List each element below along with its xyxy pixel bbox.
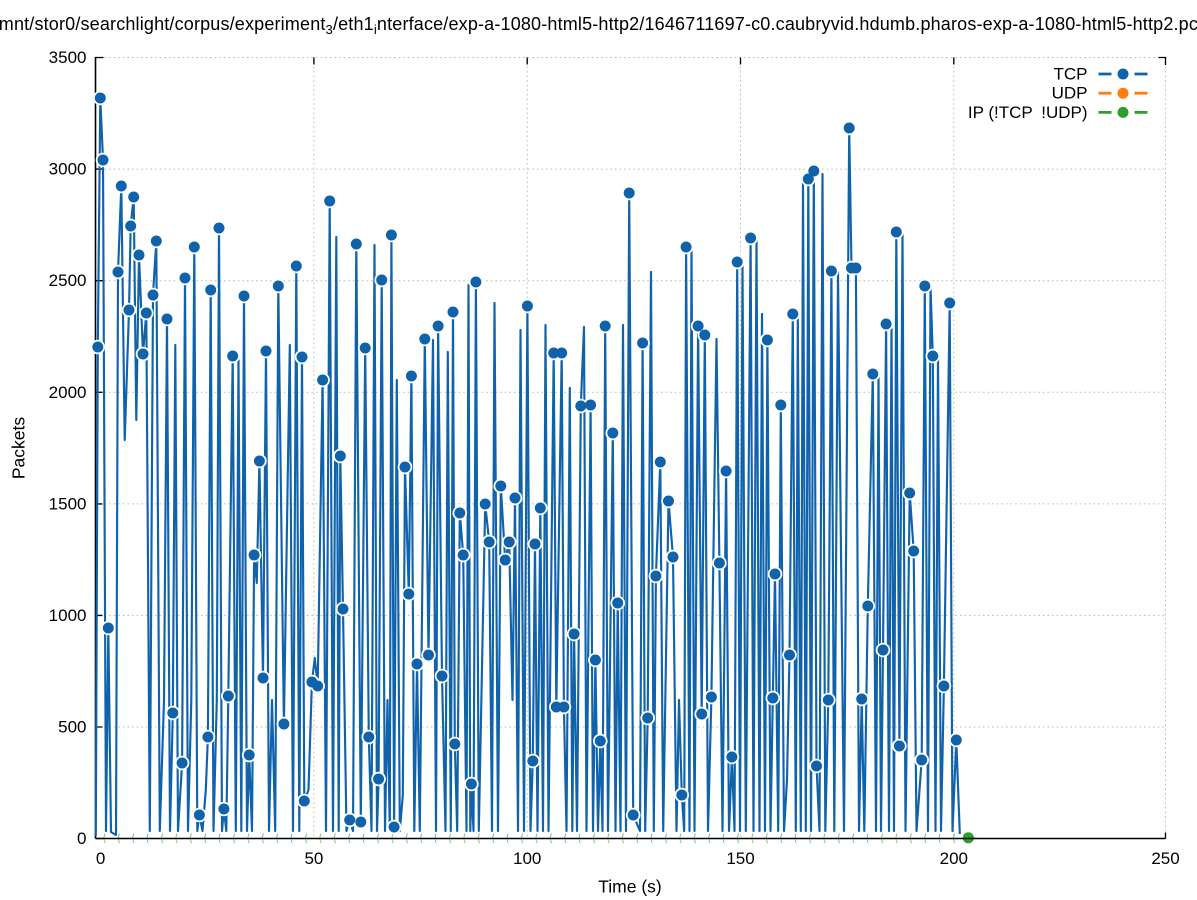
svg-text:Packets: Packets	[9, 417, 29, 479]
svg-text:3500: 3500	[49, 48, 87, 67]
svg-text:1500: 1500	[49, 494, 87, 513]
svg-text:50: 50	[304, 849, 323, 868]
svg-text:UDP: UDP	[1052, 84, 1088, 103]
svg-text:1000: 1000	[49, 606, 87, 625]
svg-text:TCP: TCP	[1054, 65, 1088, 84]
svg-text:2500: 2500	[49, 271, 87, 290]
svg-text:0: 0	[96, 849, 105, 868]
svg-text:2000: 2000	[49, 383, 87, 402]
svg-text:3000: 3000	[49, 160, 87, 179]
svg-text:250: 250	[1151, 849, 1179, 868]
svg-text:150: 150	[726, 849, 754, 868]
svg-text:IP (!TCP !UDP): IP (!TCP !UDP)	[968, 103, 1088, 122]
svg-text:0: 0	[77, 829, 86, 848]
svg-text:500: 500	[58, 718, 86, 737]
svg-text:100: 100	[513, 849, 541, 868]
svg-text:/mnt/stor0/searchlight/corpus/: /mnt/stor0/searchlight/corpus/experiment…	[0, 14, 1197, 37]
svg-text:Time (s): Time (s)	[598, 877, 662, 897]
svg-text:200: 200	[940, 849, 968, 868]
